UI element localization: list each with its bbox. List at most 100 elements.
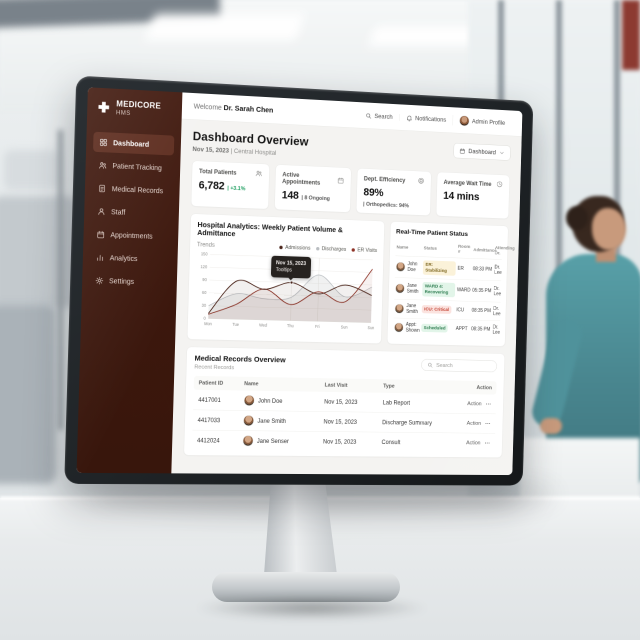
notifications-button[interactable]: Notifications	[399, 113, 453, 124]
sidebar-item-label: Dashboard	[113, 138, 150, 149]
stat-card-active-appointments: Active Appointments 148 | 8 Ongoing	[274, 164, 352, 213]
svg-text:120: 120	[200, 264, 207, 269]
dashboard-content: Dashboard Overview Nov 15, 2023 | Centra…	[171, 119, 521, 475]
monitor-stand-base	[212, 572, 400, 602]
svg-text:Thu: Thu	[287, 323, 294, 328]
legend-dot	[279, 245, 283, 249]
medical-equipment	[0, 196, 76, 308]
sidebar-menu: Dashboard Patient Tracking Medical Recor…	[89, 131, 175, 293]
patient-row[interactable]: Appt: Shown Scheduled APPT 08:35 PM Dr. …	[393, 318, 500, 339]
line-chart: 0 30 60 90 120 150 Mon Tue Wed Thu Fri Sun Sun Nov 1…	[194, 250, 377, 340]
svg-text:60: 60	[202, 290, 207, 295]
stat-label: Average Wait Time	[443, 178, 492, 188]
sidebar-item-dashboard[interactable]: Dashboard	[93, 131, 175, 156]
chart-title: Hospital Analytics: Weekly Patient Volum…	[197, 220, 343, 239]
stat-card-average-wait-time: Average Wait Time 14 mins	[435, 171, 510, 220]
sidebar-item-patient-tracking[interactable]: Patient Tracking	[92, 155, 173, 179]
nurse-hair-bun	[566, 206, 588, 230]
ellipsis-icon	[486, 403, 491, 405]
chart-tooltip: Nov 15, 2023 Tooltips	[270, 255, 311, 279]
avatar	[242, 415, 254, 427]
calendar-icon	[459, 148, 465, 154]
action-button[interactable]: Action	[457, 420, 491, 427]
ceiling-light	[145, 14, 305, 40]
search-icon	[427, 362, 433, 368]
calendar-icon	[337, 177, 344, 185]
bell-icon	[406, 114, 413, 121]
hospital-name: Central Hospital	[233, 147, 277, 157]
wall-accent	[622, 0, 640, 70]
stat-value: 6,782	[198, 178, 225, 192]
stat-card-dept-efficiency: Dept. Efficiency 89% | Orthopedics: 94%	[355, 167, 432, 216]
nurse-face	[592, 208, 626, 250]
chart-subtitle: Trends	[196, 240, 215, 249]
sidebar-item-medical-records[interactable]: Medical Records	[92, 178, 173, 201]
clock-icon	[496, 181, 503, 188]
legend-dot	[351, 247, 356, 252]
welcome-message: Welcome Dr. Sarah Chen	[194, 102, 274, 115]
medical-records-panel: Medical Records Overview Recent Records	[183, 346, 505, 458]
stat-label: Active Appointments	[282, 170, 321, 187]
page-date: Nov 15, 2023	[192, 145, 230, 155]
record-row[interactable]: 4412024 Jane Senser Nov 15, 2023 Consult…	[192, 430, 495, 452]
grid-icon	[99, 138, 107, 146]
svg-text:0: 0	[203, 316, 206, 321]
sidebar-item-label: Medical Records	[111, 184, 164, 195]
records-subtitle: Recent Records	[194, 364, 235, 371]
welcome-prefix: Welcome	[193, 101, 222, 112]
glass-frame	[556, 0, 562, 470]
brand-logo: MEDICORE HMS	[94, 99, 175, 119]
sidebar-item-label: Patient Tracking	[112, 161, 162, 172]
admin-profile-button[interactable]: Admin Profile	[452, 114, 512, 129]
svg-text:Sun: Sun	[341, 325, 349, 330]
svg-text:90: 90	[202, 277, 207, 282]
stat-detail: | 8 Ongoing	[301, 194, 330, 202]
target-icon	[418, 177, 425, 185]
topbar-actions: Search Notifications Admin Profile	[359, 110, 512, 129]
patient-row[interactable]: Jane Smith WARD 4: Recovering WARD 05:35…	[394, 277, 502, 303]
nurse-hand	[540, 418, 562, 434]
stat-cards: Total Patients 6,782 | +3.1%	[190, 160, 510, 220]
sidebar-item-settings[interactable]: Settings	[89, 270, 170, 292]
avatar	[242, 435, 254, 447]
status-badge: Scheduled	[421, 323, 448, 333]
stat-detail: | Orthopedics: 94%	[363, 201, 410, 209]
sidebar-item-analytics[interactable]: Analytics	[90, 247, 171, 270]
sidebar-item-label: Settings	[108, 276, 135, 286]
svg-text:Sun: Sun	[367, 325, 375, 330]
patient-status-table: Name Status Room # Admittance Attending …	[393, 239, 515, 339]
dashboard-app: MEDICORE HMS Dashboard Patient Tracking	[76, 87, 523, 476]
search-button[interactable]: Search	[359, 112, 400, 121]
view-dropdown-label: Dashboard	[468, 147, 496, 156]
user-name: Dr. Sarah Chen	[223, 104, 274, 115]
status-badge: ICU: Critical	[421, 304, 452, 315]
svg-text:30: 30	[202, 303, 207, 308]
status-badge: ER: Stabilizing	[422, 260, 456, 276]
hospital-analytics-panel: Hospital Analytics: Weekly Patient Volum…	[186, 213, 385, 345]
sidebar-item-label: Analytics	[109, 253, 138, 263]
legend-item-discharges: Discharges	[316, 246, 346, 252]
gear-icon	[95, 276, 103, 284]
action-button[interactable]: Action	[456, 439, 490, 446]
stat-label: Dept. Efficiency	[363, 174, 406, 184]
svg-text:Fri: Fri	[315, 324, 320, 329]
ellipsis-icon	[485, 423, 491, 425]
ellipsis-icon	[484, 442, 490, 444]
iv-pole	[58, 130, 63, 430]
sidebar-item-appointments[interactable]: Appointments	[90, 224, 171, 247]
avatar	[394, 322, 404, 333]
document-icon	[99, 184, 105, 192]
records-title: Medical Records Overview	[194, 354, 286, 365]
search-icon	[365, 112, 372, 119]
action-button[interactable]: Action	[457, 400, 491, 407]
stand-base-shadow	[196, 596, 428, 620]
medical-equipment	[4, 150, 60, 190]
medical-cross-icon	[98, 101, 109, 113]
avatar	[459, 115, 470, 127]
records-search[interactable]	[420, 358, 498, 373]
sidebar-item-staff[interactable]: Staff	[91, 201, 172, 224]
stat-value: 14 mins	[443, 189, 480, 203]
search-input[interactable]	[436, 362, 492, 370]
view-dropdown[interactable]: Dashboard	[453, 142, 511, 161]
